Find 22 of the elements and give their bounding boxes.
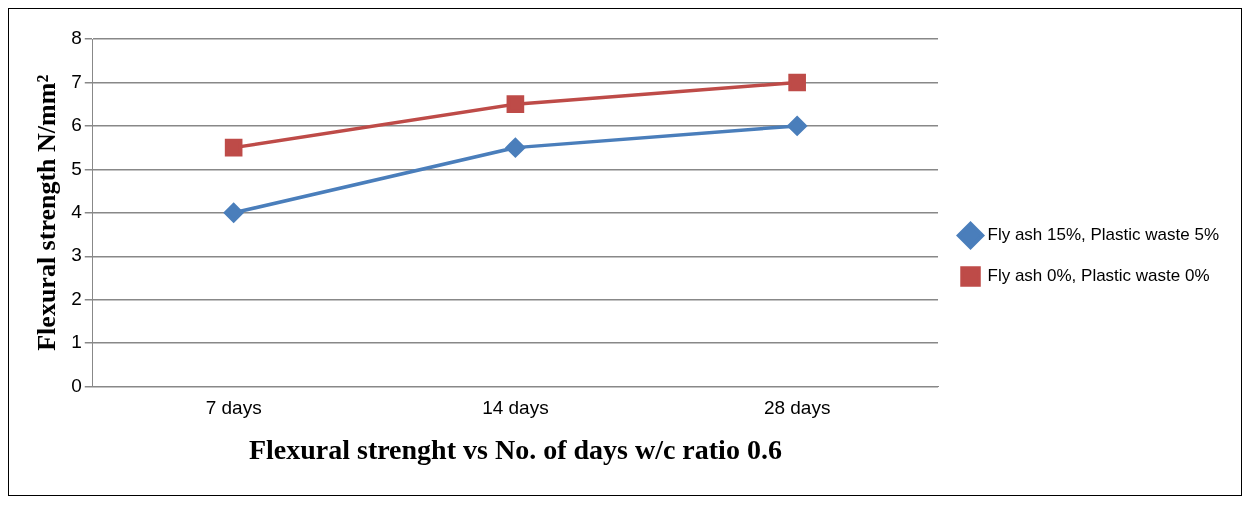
legend-label: Fly ash 15%, Plastic waste 5% xyxy=(987,225,1219,245)
y-tick-label: 5 xyxy=(71,157,82,179)
y-tick-label: 8 xyxy=(71,27,82,49)
x-tick-label: 7 days xyxy=(205,397,262,419)
point xyxy=(223,203,244,223)
point xyxy=(788,73,806,92)
point xyxy=(224,138,243,157)
y-tick-label: 7 xyxy=(71,70,82,92)
x-tick-label: 14 days xyxy=(482,397,549,419)
y-tick-label: 2 xyxy=(71,287,82,309)
x-axis-title: Flexural strenght vs No. of days w/c ratio 0.6 xyxy=(248,434,782,466)
y-tick-label: 3 xyxy=(71,244,82,266)
point xyxy=(505,137,526,158)
y-tick-label: 6 xyxy=(71,114,82,136)
x-tick-label: 28 days xyxy=(763,397,831,419)
legend-label: Fly ash 0%, Plastic waste 0% xyxy=(987,266,1210,286)
point xyxy=(506,95,525,113)
y-tick-label: 0 xyxy=(71,374,82,396)
point xyxy=(787,116,807,136)
y-tick-label: 1 xyxy=(71,331,82,353)
y-axis-title: Flexural strength N/mm² xyxy=(32,74,62,351)
y-tick-label: 4 xyxy=(71,201,83,223)
